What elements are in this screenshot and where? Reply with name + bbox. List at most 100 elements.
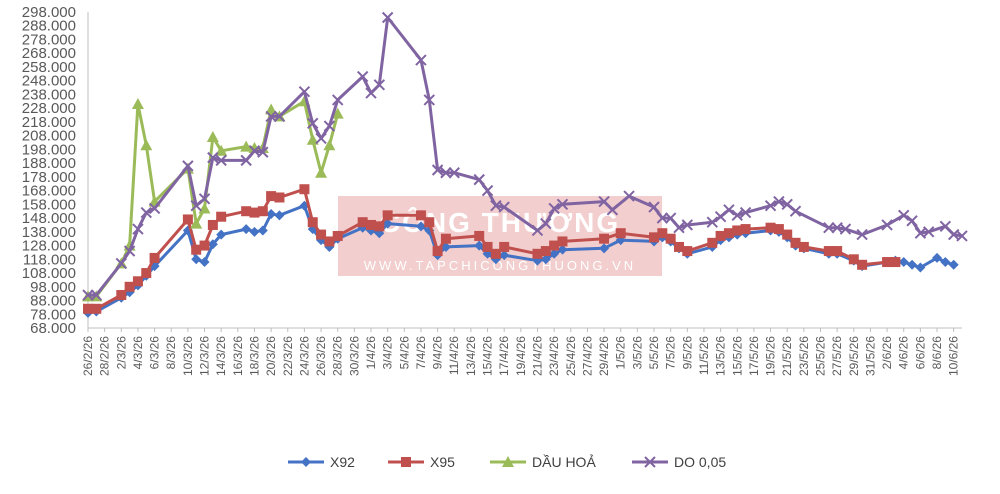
x-tick-label: 6/3/26 [148,336,162,370]
data-point [490,248,501,259]
data-point [324,236,335,247]
data-point [606,204,619,216]
y-tick-label: 128.000 [22,238,76,255]
data-point [257,206,268,217]
x-tick-label: 17/4/26 [497,336,511,376]
x-tick-label: 16/3/26 [231,336,245,376]
data-point [649,232,660,243]
data-point [315,166,328,178]
x-tick-label: 6/6/26 [913,336,927,370]
x-tick-label: 2/6/26 [880,336,894,370]
data-point [732,225,743,236]
data-point [323,139,336,151]
data-point [249,207,260,218]
y-tick-label: 78.000 [30,306,76,323]
data-point [823,246,834,257]
data-point [198,193,211,205]
data-point [265,110,277,123]
data-point [215,154,227,167]
data-point [240,154,252,167]
data-point [190,200,202,212]
data-point [191,244,202,255]
x-tick-label: 13/5/26 [714,336,728,376]
data-point [124,281,135,292]
data-point [623,190,635,202]
data-point [882,257,893,268]
data-point [473,173,485,186]
data-point [898,257,909,268]
data-point [857,259,868,270]
data-point [199,257,210,268]
y-tick-label: 218.000 [22,114,76,131]
data-point [856,228,868,241]
data-point [257,225,268,236]
data-point [707,237,718,248]
data-point [207,239,218,250]
y-tick-label: 98.000 [30,279,76,296]
data-point [431,164,444,176]
data-point [198,202,211,214]
data-point [956,230,968,242]
data-point [249,226,260,237]
data-point [424,217,435,228]
data-point [216,229,227,240]
data-point [656,212,669,224]
x-tick-label: 29/4/26 [597,336,611,376]
data-point [440,233,451,244]
data-point [648,201,660,213]
x-tick-label: 30/3/26 [347,336,361,376]
data-point [141,268,152,279]
data-point [499,241,510,252]
data-point [216,211,227,222]
y-tick-label: 258.000 [22,59,76,76]
x-tick-label: 21/4/26 [530,336,544,376]
data-point [381,11,394,24]
x-tick-label: 26/3/26 [314,336,328,376]
watermark-url: WWW.TAPCHICONGTHUONG.VN [364,258,636,273]
data-point [665,233,676,244]
x-tick-label: 7/4/26 [414,336,428,370]
data-point [415,221,426,232]
data-point [190,217,203,229]
x-tick-label: 5/4/26 [397,336,411,370]
data-point [682,246,693,257]
x-tick-label: 8/6/26 [930,336,944,370]
data-point [257,146,269,158]
data-point [241,206,252,217]
x-tick-label: 15/4/26 [481,336,495,376]
x-tick-label: 23/4/26 [547,336,561,376]
legend-marker [401,457,411,467]
x-tick-label: 25/4/26 [564,336,578,376]
legend-marker [502,456,514,467]
x-tick-label: 23/5/26 [797,336,811,376]
series-1 [83,184,901,314]
x-tick-label: 17/5/26 [747,336,761,376]
data-point [532,248,543,259]
data-point [540,254,551,265]
y-tick-label: 138.000 [22,224,76,241]
data-point [714,211,727,223]
data-point [266,191,277,202]
data-point [739,206,752,219]
legend-marker [301,457,311,467]
data-point [274,192,285,203]
data-point [498,201,510,213]
legend-label: X92 [330,454,355,470]
legend-marker [644,456,656,468]
data-point [790,237,801,248]
data-point [299,184,310,195]
data-point [706,216,718,228]
data-point [549,240,560,251]
x-tick-label: 26/2/26 [81,336,95,376]
x-tick-label: 1/4/26 [364,336,378,370]
data-point [839,223,852,235]
data-point [91,303,102,314]
legend: X92 X95 DẦU HOẢ DO 0,05 [288,454,726,470]
data-point [273,110,286,123]
data-point [415,54,427,66]
x-tick-label: 13/4/26 [464,336,478,376]
x-tick-label: 10/6/26 [947,336,961,376]
x-tick-label: 4/6/26 [897,336,911,370]
data-point [773,224,784,235]
y-tick-label: 198.000 [22,141,76,158]
